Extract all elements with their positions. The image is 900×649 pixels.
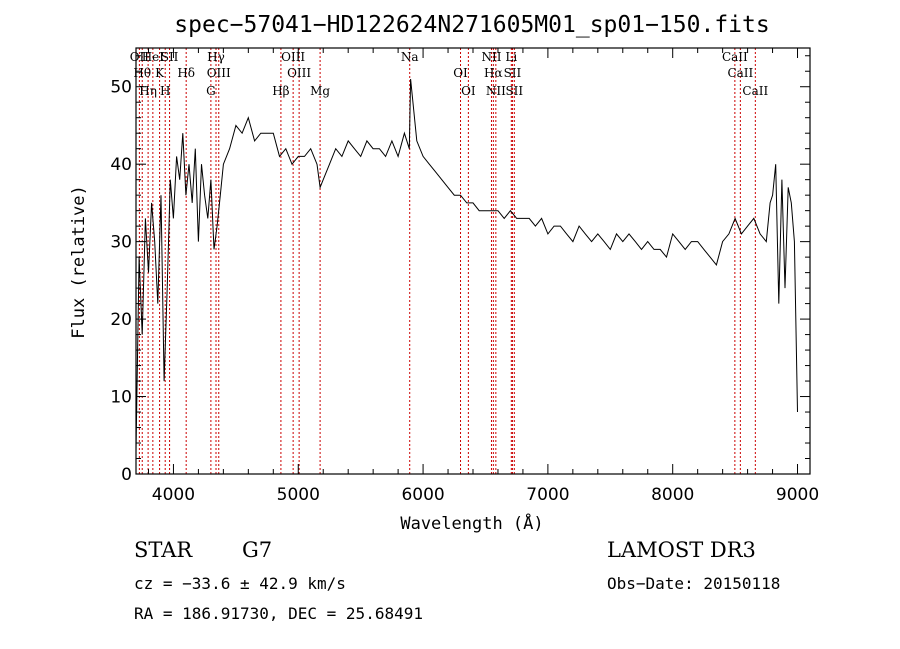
object-class: STAR	[134, 538, 193, 562]
y-tick-label: 50	[110, 78, 132, 98]
spectrum-line	[135, 78, 798, 451]
spectral-line-label: OIII	[287, 66, 311, 80]
spectral-line-label: Li	[505, 50, 517, 64]
spectral-line-label: OIII	[281, 50, 305, 64]
x-tick-label: 8000	[651, 485, 694, 505]
spectral-line-label: OIII	[207, 66, 231, 80]
spectral-line-label: Hβ	[272, 84, 289, 98]
spectral-line-label: Na	[401, 50, 419, 64]
coordinates: RA = 186.91730, DEC = 25.68491	[134, 604, 423, 623]
spectral-line-label: OI	[461, 84, 476, 98]
spectral-line-label: NII	[481, 50, 501, 64]
spectral-line-label: OI	[453, 66, 468, 80]
x-axis-ticks: 4000 5000 6000 7000 8000 9000	[147, 48, 819, 505]
y-tick-label: 20	[110, 310, 132, 330]
spectral-line-label: CaII	[727, 66, 753, 80]
spectral-line-label: CaII	[722, 50, 748, 64]
y-tick-label: 10	[110, 388, 132, 408]
spectral-line-labels: OII Hθ Hη HeI KH SII Hδ G Hγ OIII Hβ OIII OIII Mg Na OI…	[130, 50, 769, 98]
y-tick-label: 40	[110, 155, 132, 175]
x-axis-label: Wavelength (Å)	[400, 512, 543, 534]
x-tick-label: 6000	[401, 485, 444, 505]
y-axis-label: Flux (relative)	[69, 185, 89, 339]
spectral-line-label: OII	[130, 50, 150, 64]
spectral-line-label: Mg	[310, 84, 330, 98]
x-tick-label: 5000	[277, 485, 320, 505]
spectral-line-label: NII	[486, 84, 506, 98]
spectral-line-label: Hγ	[207, 50, 225, 64]
obs-date: Obs−Date: 20150118	[607, 574, 781, 593]
plot-frame	[135, 47, 811, 475]
spectral-line-label: CaII	[742, 84, 768, 98]
x-tick-label: 4000	[152, 485, 195, 505]
y-axis-ticks: 0 10 20 30 40 50	[110, 55, 810, 485]
spectral-line-markers	[138, 48, 756, 474]
spectral-line-label: SII	[161, 50, 179, 64]
survey-name: LAMOST DR3	[607, 538, 756, 562]
spectral-line-label: Hδ	[177, 66, 195, 80]
spectral-line-label: H	[160, 84, 170, 98]
spectral-line-label: SII	[504, 66, 522, 80]
spectral-line-label: HeI	[142, 50, 165, 64]
spectral-line-label: K	[155, 66, 165, 80]
redshift-readout: cz = −33.6 ± 42.9 km/s	[134, 574, 346, 593]
chart-title: spec−57041−HD122624N271605M01_sp01−150.f…	[174, 12, 769, 38]
spectral-line-label: G	[206, 84, 216, 98]
x-tick-label: 7000	[526, 485, 569, 505]
spectral-line-label: SII	[505, 84, 523, 98]
x-tick-label: 9000	[776, 485, 819, 505]
spectral-line-label: Hη	[139, 84, 157, 98]
spectral-line-label: Hα	[484, 66, 503, 80]
object-subclass: G7	[242, 538, 273, 562]
spectral-line-label: Hθ	[133, 66, 151, 80]
y-tick-label: 0	[121, 465, 132, 485]
y-tick-label: 30	[110, 233, 132, 253]
